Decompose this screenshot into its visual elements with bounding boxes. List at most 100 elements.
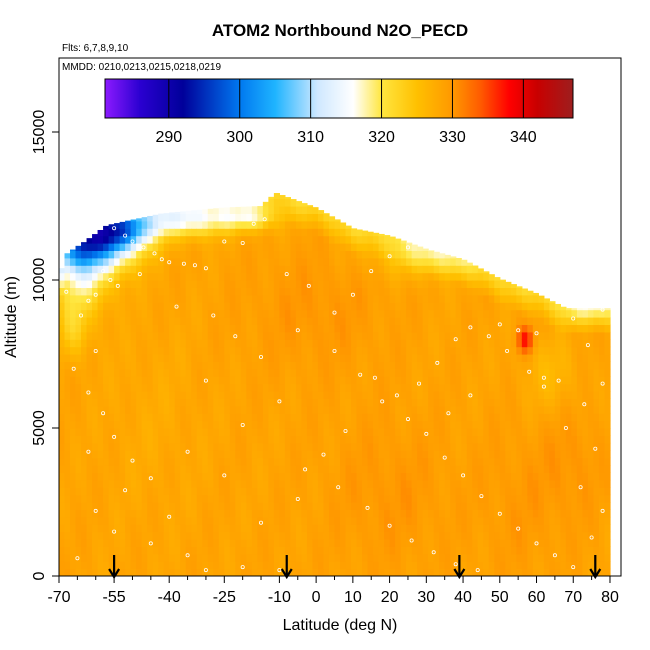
heat-cell	[340, 539, 347, 547]
heat-cell	[466, 420, 473, 429]
heat-cell	[224, 391, 231, 399]
heat-cell	[323, 331, 330, 340]
heat-cell	[202, 354, 209, 362]
heat-cell	[593, 561, 600, 570]
heat-cell	[279, 272, 286, 281]
heat-cell	[417, 465, 424, 473]
heat-cell	[114, 331, 121, 340]
sample-point	[251, 221, 256, 226]
heat-cell	[411, 561, 418, 570]
heat-cell	[373, 524, 380, 533]
heat-cell	[328, 398, 336, 407]
heat-cell	[328, 309, 336, 318]
heat-cell	[158, 287, 165, 296]
heat-cell	[185, 309, 192, 318]
heat-cell	[103, 546, 110, 555]
heat-cell	[328, 280, 336, 288]
heat-cell	[108, 383, 115, 392]
heat-cell	[70, 324, 77, 333]
heat-cell	[328, 479, 336, 488]
heat-cell	[180, 302, 187, 311]
heat-cell	[571, 398, 578, 407]
heat-cell	[59, 309, 66, 318]
heat-cell	[273, 235, 280, 244]
heat-cell	[268, 354, 275, 362]
heat-cell	[345, 442, 352, 451]
heat-cell	[334, 531, 341, 540]
heat-cell	[477, 442, 484, 451]
heat-cell	[213, 398, 220, 407]
heat-cell	[262, 220, 269, 229]
heat-cell	[235, 220, 242, 229]
heat-cell	[64, 524, 71, 533]
heat-cell	[125, 479, 132, 488]
heat-cell	[114, 257, 121, 266]
heat-cell	[202, 376, 209, 385]
heat-cell	[268, 539, 275, 547]
heat-cell	[213, 220, 220, 229]
heat-cell	[174, 368, 181, 377]
heat-cell	[587, 361, 595, 370]
heat-cell	[180, 524, 187, 533]
heat-cell	[538, 494, 545, 503]
heat-cell	[362, 398, 369, 407]
heat-cell	[81, 339, 88, 348]
heat-cell	[284, 257, 292, 266]
heat-cell	[373, 391, 380, 399]
heat-cell	[455, 339, 462, 348]
heat-cell	[466, 516, 473, 525]
heat-cell	[240, 487, 247, 496]
heat-cell	[565, 531, 573, 540]
heat-cell	[554, 457, 561, 466]
heat-cell	[378, 398, 385, 407]
heat-cell	[295, 376, 303, 385]
heat-cell	[532, 331, 539, 340]
heat-cell	[147, 413, 154, 422]
heat-cell	[510, 331, 517, 340]
heat-cell	[428, 487, 435, 496]
heat-cell	[323, 361, 330, 370]
heat-cell	[81, 331, 88, 340]
heat-cell	[378, 553, 385, 562]
heat-cell	[158, 561, 165, 570]
heat-cell	[262, 324, 269, 333]
heat-cell	[213, 420, 220, 429]
heat-cell	[163, 317, 170, 325]
heat-cell	[229, 235, 236, 244]
heat-cell	[356, 472, 363, 481]
heat-cell	[97, 339, 104, 348]
heat-cell	[103, 516, 110, 525]
heat-cell	[571, 428, 578, 436]
heat-cell	[477, 287, 484, 296]
heat-cell	[229, 472, 236, 481]
heat-cell	[422, 280, 429, 288]
heat-cell	[224, 228, 231, 237]
heat-cell	[130, 339, 137, 348]
heat-cell	[549, 472, 556, 481]
heat-cell	[587, 516, 595, 525]
heat-cell	[587, 317, 595, 325]
heat-cell	[317, 568, 325, 576]
heat-cell	[340, 265, 347, 274]
heat-cell	[362, 531, 369, 540]
heat-cell	[152, 524, 159, 533]
heat-cell	[483, 368, 490, 377]
heat-cell	[576, 391, 584, 399]
heat-cell	[257, 428, 264, 436]
heat-cell	[340, 509, 347, 518]
heat-cell	[389, 479, 396, 488]
heat-cell	[213, 272, 220, 281]
heat-cell	[317, 331, 325, 340]
heat-cell	[301, 553, 308, 562]
heat-cell	[351, 294, 358, 303]
heat-cell	[268, 383, 275, 392]
heat-cell	[92, 531, 99, 540]
heat-cell	[367, 354, 374, 362]
heat-cell	[472, 420, 479, 429]
heat-cell	[257, 494, 264, 503]
heat-cell	[362, 235, 369, 244]
heat-cell	[125, 398, 132, 407]
heat-cell	[604, 502, 611, 510]
heat-cell	[604, 428, 611, 436]
heat-cell	[185, 265, 192, 274]
